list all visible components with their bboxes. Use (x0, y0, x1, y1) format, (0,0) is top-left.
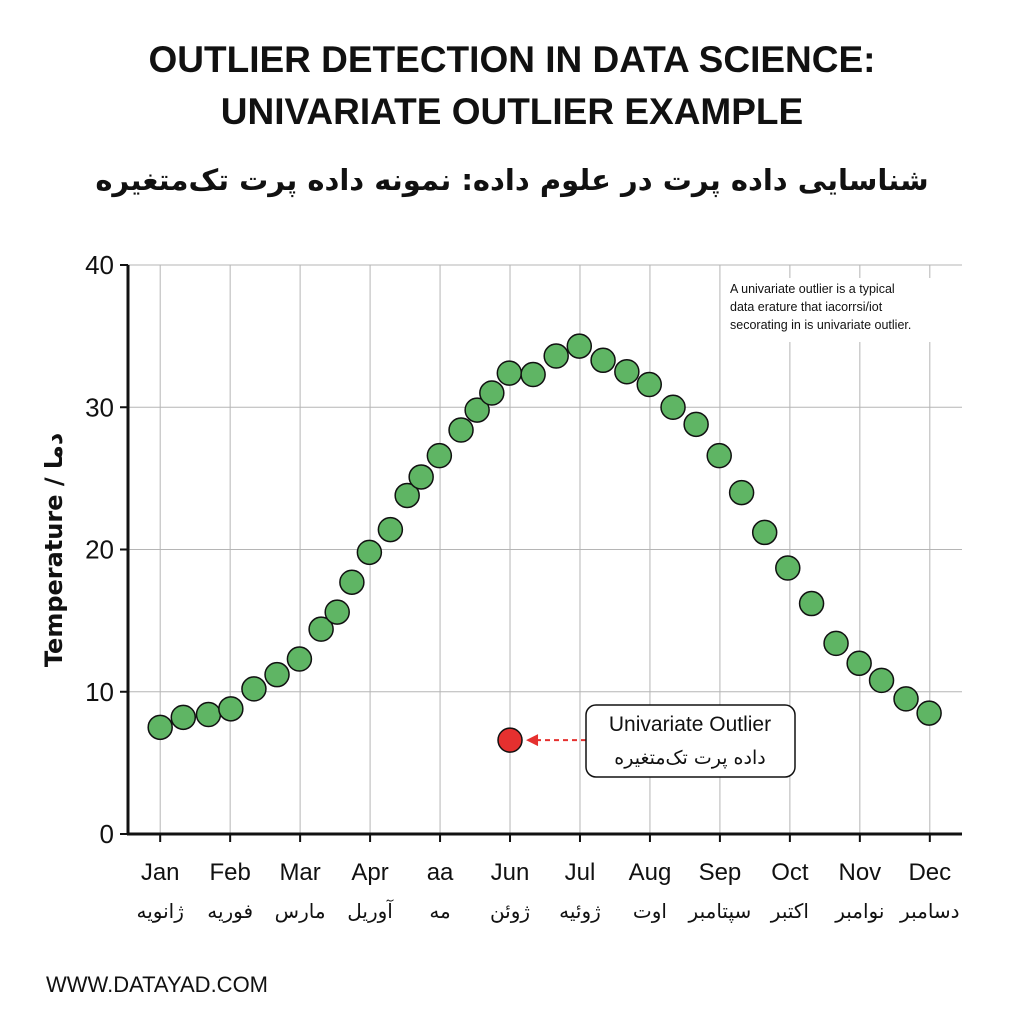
data-point (846, 650, 872, 677)
x-tick-label-fa: مارس (275, 899, 326, 923)
data-point (308, 616, 334, 642)
y-tick-label: 40 (85, 250, 114, 280)
data-point (660, 394, 686, 420)
data-point (868, 667, 895, 694)
x-tick-label-fa: فوریه (207, 899, 253, 923)
x-tick-label-fa: ژوئن (490, 899, 530, 923)
data-point (893, 686, 919, 712)
data-point (147, 714, 173, 741)
y-tick-label: 20 (85, 535, 114, 565)
data-point (520, 361, 546, 388)
data-point (683, 411, 709, 438)
data-point (264, 661, 290, 688)
data-point (566, 333, 593, 359)
info-text: data erature that iacorrsi/iot (730, 300, 883, 314)
x-tick-label: Feb (209, 859, 250, 886)
data-point (590, 347, 616, 374)
data-point (479, 380, 505, 406)
data-point (614, 358, 640, 385)
data-point (916, 700, 942, 726)
data-point (426, 442, 453, 469)
x-tick-label-fa: آوریل (347, 898, 394, 923)
chart-title: UNIVARIATE OUTLIER EXAMPLE (221, 91, 803, 132)
x-tick-label: Jun (491, 859, 530, 886)
data-point (408, 464, 434, 490)
data-point (377, 516, 404, 543)
data-point (636, 371, 662, 398)
x-tick-label-fa: اکتبر (770, 899, 809, 923)
data-point (356, 539, 383, 566)
data-point (339, 569, 365, 595)
data-point (394, 482, 420, 509)
data-point (448, 417, 474, 443)
data-point (497, 727, 523, 753)
info-box (722, 278, 960, 342)
data-point (195, 701, 222, 728)
data-point (751, 519, 778, 546)
x-tick-label: Aug (629, 859, 672, 886)
data-point (464, 397, 490, 423)
callout-box (585, 704, 796, 778)
data-point (286, 646, 313, 672)
data-point (798, 590, 825, 617)
data-point (241, 676, 267, 702)
callout-text: داده پرت تک‌متغیره (614, 747, 765, 769)
data-point (728, 479, 755, 506)
y-tick-label: 30 (85, 392, 114, 422)
y-axis-label: Temperature / دما (40, 433, 68, 667)
x-tick-label: Jan (141, 859, 180, 886)
y-tick-label: 10 (85, 677, 114, 707)
x-tick-label: Nov (839, 859, 882, 886)
x-tick-label-fa: نوامبر (834, 899, 884, 923)
footer: WWW.DATAYAD.COM (46, 972, 268, 997)
x-tick-label: aa (427, 859, 454, 886)
callout-text: Univariate Outlier (609, 713, 771, 736)
x-tick-label: Oct (771, 859, 809, 886)
callout-arrowhead (526, 734, 539, 747)
data-point (543, 343, 569, 369)
x-tick-label-fa: اوت (633, 899, 667, 923)
x-tick-label: Apr (351, 859, 388, 886)
x-tick-label-fa: ژانویه (136, 899, 183, 923)
data-point (823, 630, 849, 657)
x-tick-label-fa: دسامبر (899, 899, 960, 923)
info-text: A univariate outlier is a typical (730, 282, 895, 296)
x-tick-label: Sep (699, 859, 742, 886)
x-tick-label: Jul (565, 859, 596, 886)
data-point (496, 360, 523, 386)
data-point (775, 555, 801, 581)
x-tick-label: Mar (279, 859, 320, 886)
chart-title: OUTLIER DETECTION IN DATA SCIENCE: (149, 39, 876, 80)
data-point (324, 599, 350, 625)
y-tick-label: 0 (100, 819, 114, 849)
info-text: secorating in is univariate outlier. (730, 318, 911, 332)
x-tick-label-fa: ژوئیه (559, 899, 601, 923)
chart-subtitle: شناسایی داده پرت در علوم داده: نمونه داد… (95, 163, 928, 198)
x-tick-label: Dec (908, 859, 951, 886)
x-tick-label-fa: مه (429, 899, 450, 923)
data-point (170, 704, 197, 731)
data-point (218, 696, 244, 722)
data-point (706, 442, 732, 469)
x-tick-label-fa: سپتامبر (688, 899, 752, 924)
